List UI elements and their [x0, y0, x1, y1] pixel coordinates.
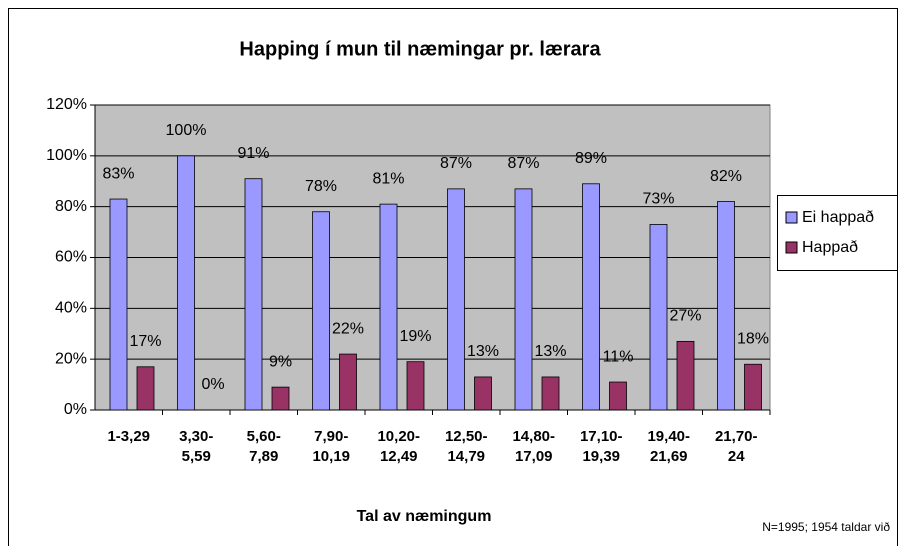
bar	[244, 178, 263, 411]
x-tick-label: 19,40-21,69	[647, 428, 691, 465]
data-label: 0%	[201, 376, 224, 393]
chart-title: Happing í mun til næmingar pr. lærara	[239, 38, 601, 60]
legend-label: Ei happað	[802, 209, 874, 226]
data-label: 89%	[575, 150, 607, 167]
y-tick-label: 40%	[55, 300, 87, 317]
bar	[649, 224, 668, 411]
note: N=1995; 1954 taldar við	[762, 520, 890, 534]
x-tick-label: 7,90-10,19	[312, 428, 351, 465]
data-label: 13%	[534, 343, 566, 360]
y-tick-label: 100%	[46, 147, 87, 164]
bar	[339, 353, 357, 411]
data-label: 78%	[305, 178, 337, 195]
x-tick-label: 17,10-19,39	[579, 428, 623, 465]
data-label: 13%	[467, 343, 499, 360]
data-label: 83%	[102, 165, 134, 182]
x-axis-title: Tal av næmingum	[357, 508, 492, 525]
bar	[514, 188, 533, 411]
x-tick-label: 14,80-17,09	[512, 428, 556, 465]
data-label: 17%	[129, 333, 161, 350]
bar	[717, 201, 735, 411]
legend-swatch	[785, 241, 798, 254]
bar	[582, 183, 600, 411]
data-label: 91%	[237, 145, 269, 162]
bar	[447, 188, 465, 411]
data-label: 19%	[399, 328, 431, 345]
x-tick-label: 5,60-7,89	[246, 428, 281, 465]
bar	[136, 366, 155, 411]
bar	[744, 363, 762, 411]
x-tick-label: 1-3,29	[107, 428, 151, 445]
data-label: 82%	[710, 168, 742, 185]
data-label: 81%	[372, 170, 404, 187]
data-label: 87%	[440, 155, 472, 172]
data-label: 11%	[603, 348, 634, 365]
bar	[609, 381, 627, 411]
data-label: 100%	[166, 122, 207, 139]
y-tick-label: 120%	[46, 96, 87, 113]
data-label: 22%	[332, 320, 364, 337]
bar	[177, 155, 195, 411]
bar	[406, 361, 425, 411]
bar	[109, 198, 128, 411]
y-tick-label: 20%	[55, 350, 87, 367]
data-label: 18%	[737, 330, 769, 347]
bar	[379, 203, 398, 411]
x-tick-label: 21,70-24	[714, 428, 758, 465]
bar	[474, 376, 492, 411]
data-label: 73%	[642, 191, 674, 208]
data-label: 87%	[507, 155, 539, 172]
bar	[541, 376, 560, 411]
x-tick-label: 12,50-14,79	[444, 428, 488, 465]
data-label: 9%	[269, 353, 292, 370]
bar	[676, 340, 695, 411]
data-label: 27%	[669, 308, 701, 325]
chart-frame	[8, 8, 898, 546]
y-tick-label: 80%	[55, 198, 87, 215]
bar	[271, 386, 290, 411]
y-tick-label: 60%	[55, 249, 87, 266]
y-tick-label: 0%	[64, 401, 87, 418]
x-tick-label: 3,30-5,59	[179, 428, 214, 465]
legend-label: Happað	[802, 239, 858, 256]
x-tick-label: 10,20-12,49	[377, 428, 421, 465]
legend-box	[777, 195, 898, 271]
bar	[312, 211, 330, 411]
legend-swatch	[785, 211, 798, 224]
